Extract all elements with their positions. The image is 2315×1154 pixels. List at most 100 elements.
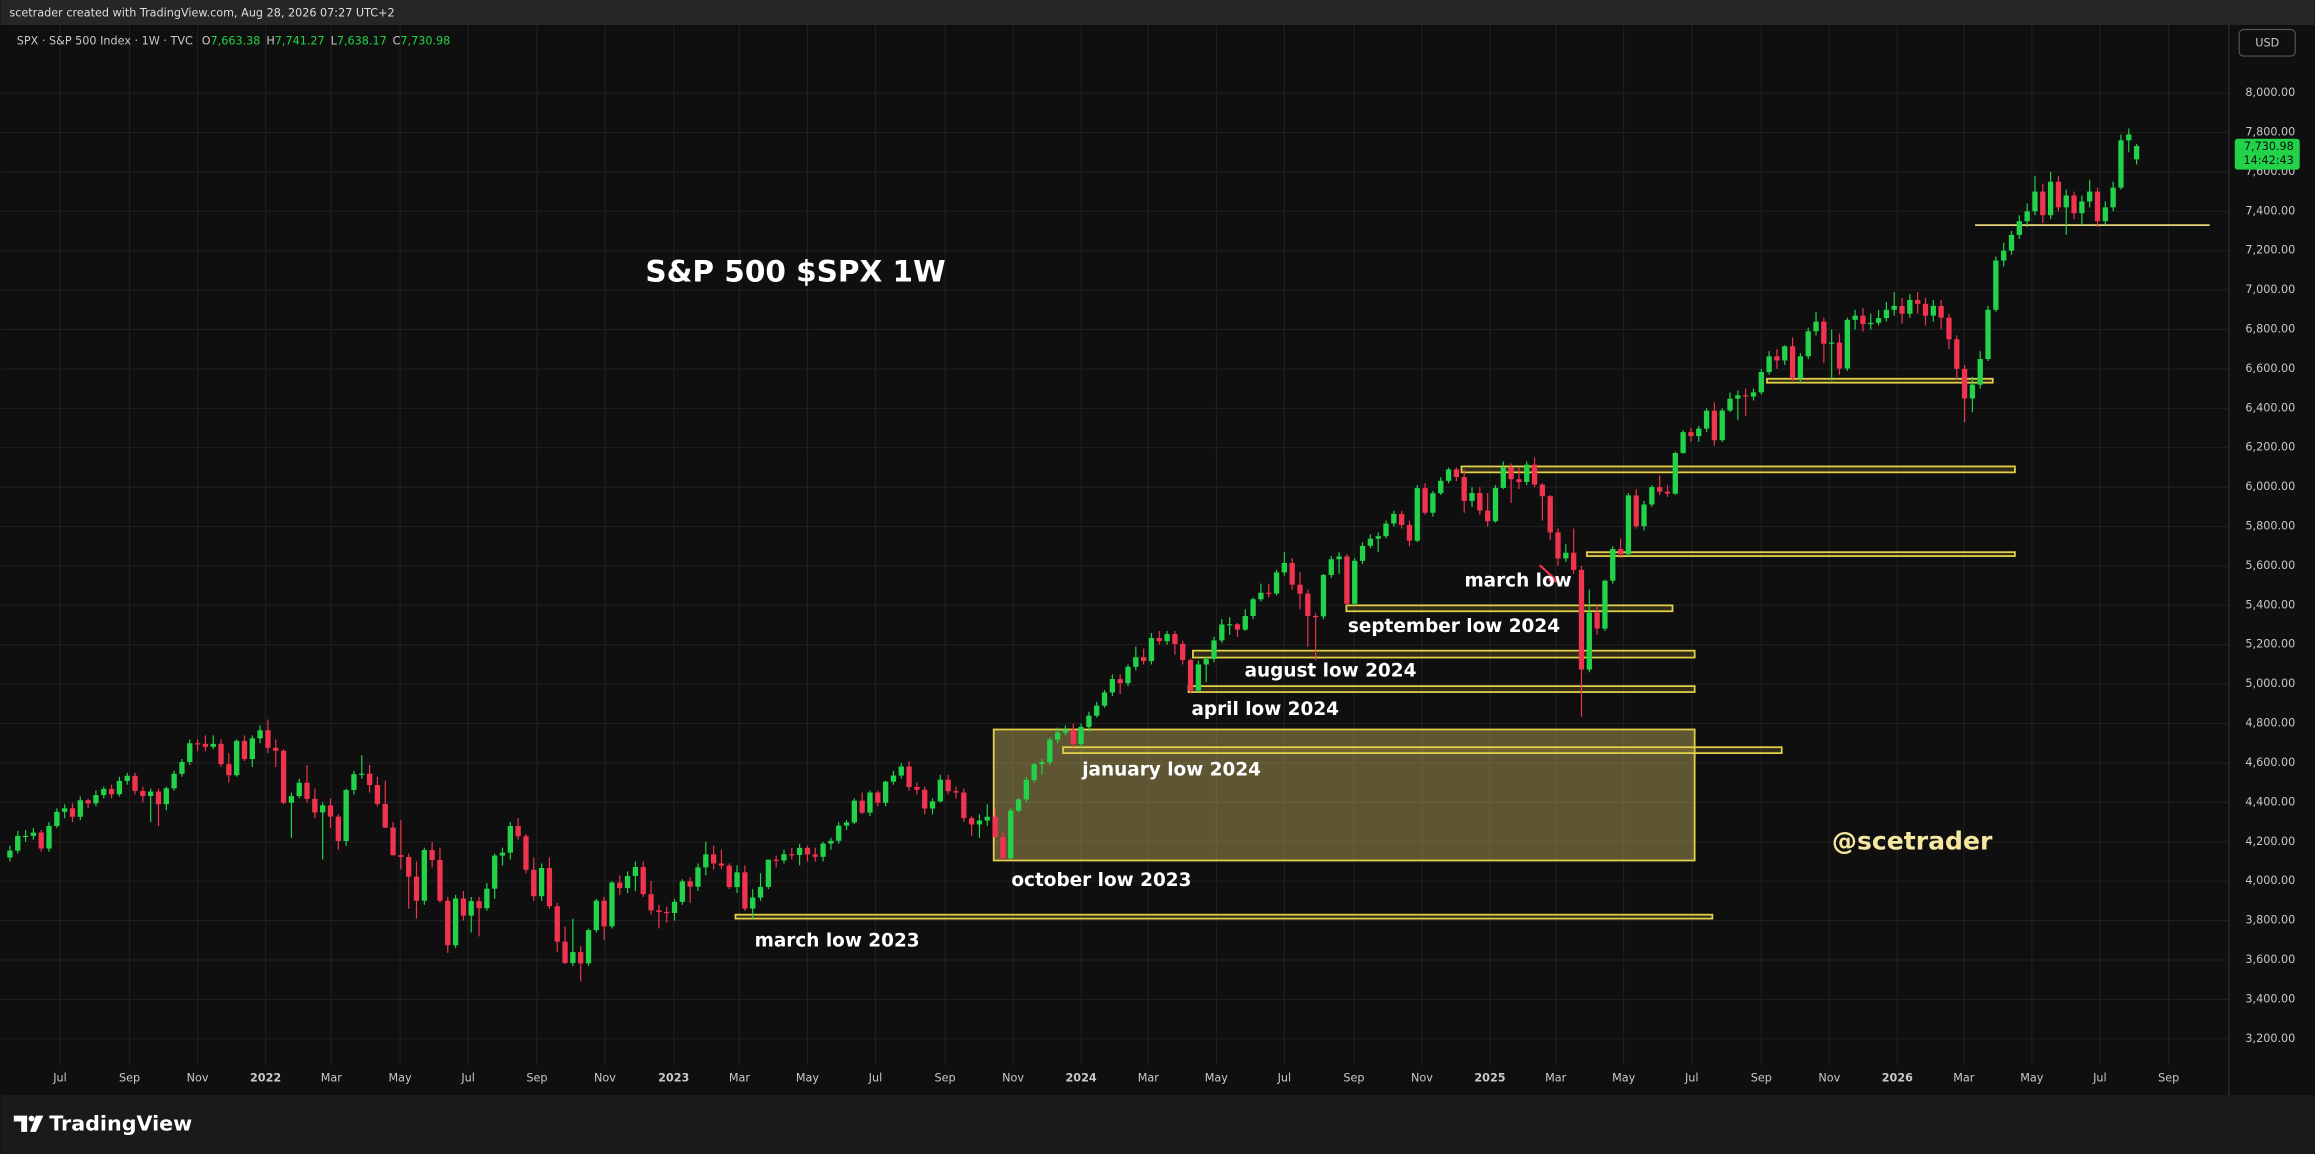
candle-body <box>1555 532 1561 559</box>
candle-body <box>1328 559 1334 576</box>
x-tick-label: Mar <box>321 1072 343 1085</box>
x-tick-label: May <box>1205 1072 1229 1085</box>
candle-body <box>1164 634 1170 642</box>
candle-body <box>421 850 427 901</box>
candle-body <box>1305 593 1311 616</box>
annotation-label: september low 2024 <box>1348 616 1560 637</box>
annotation-label: april low 2024 <box>1191 699 1339 720</box>
candle-body <box>320 805 326 813</box>
x-tick-label: Jul <box>1684 1072 1699 1085</box>
x-tick-label: Mar <box>1138 1072 1160 1085</box>
candle-body <box>7 850 13 858</box>
candle-body <box>429 850 435 860</box>
candle-body <box>1000 837 1006 859</box>
candle-body <box>671 901 678 913</box>
x-tick-label: Nov <box>1818 1072 1840 1085</box>
candle-body <box>961 792 967 819</box>
candle-body <box>976 820 983 825</box>
candle-body <box>1844 319 1850 369</box>
legend-value: 7,730.98 <box>400 34 450 47</box>
candle-body <box>2001 250 2007 261</box>
candle-body <box>1664 491 1671 494</box>
credit: scetrader created with TradingView.com, … <box>9 6 394 19</box>
zone <box>1187 685 1696 693</box>
candle-body <box>1946 317 1952 340</box>
candle-body <box>1047 739 1053 763</box>
candle-body <box>116 780 123 795</box>
candle-body <box>624 876 631 889</box>
candle-body <box>1610 548 1616 581</box>
arrow <box>1538 564 1559 583</box>
candle-body <box>1782 346 1788 361</box>
x-tick-label: Mar <box>1953 1072 1975 1085</box>
x-tick-label: May <box>1612 1072 1636 1085</box>
candle-body <box>1875 318 1882 323</box>
candle-body <box>1711 410 1718 441</box>
candle-body <box>54 811 60 827</box>
legend-key: H <box>266 34 274 47</box>
currency-button[interactable] <box>2238 28 2296 57</box>
candle-body <box>1703 410 1710 429</box>
candle-body <box>796 847 803 855</box>
candle-body <box>1766 356 1772 373</box>
candle-body <box>820 843 826 857</box>
candle-body <box>929 801 936 809</box>
candle-body <box>1938 305 1944 318</box>
y-tick-label: 6,400.00 <box>2245 401 2295 414</box>
zone <box>1766 377 1994 384</box>
candle-body <box>1054 732 1061 740</box>
candle-body <box>742 872 748 909</box>
zone <box>1345 604 1674 613</box>
legend-value: 7,741.27 <box>275 34 325 47</box>
candle-body <box>304 782 310 799</box>
candle-body <box>1477 493 1483 511</box>
y-tick-label: 5,800.00 <box>2245 520 2295 533</box>
candle-body <box>187 743 193 762</box>
candle-body <box>992 816 998 838</box>
y-tick-label: 8,000.00 <box>2245 86 2295 99</box>
candle-body <box>226 764 232 776</box>
zone <box>1062 746 1783 755</box>
candle-body <box>812 854 818 857</box>
candle-body <box>1445 469 1452 481</box>
y-tick-label: 4,800.00 <box>2245 717 2295 730</box>
candle-body <box>398 855 404 857</box>
candle-body <box>468 901 474 916</box>
candle-body <box>499 852 506 856</box>
candle-body <box>1461 477 1467 501</box>
candle-body <box>413 876 420 901</box>
candle-body <box>2008 234 2015 251</box>
y-tick-label: 4,200.00 <box>2245 835 2295 848</box>
candle-body <box>906 766 912 788</box>
candle-body <box>1696 428 1702 437</box>
candle-body <box>1672 453 1678 494</box>
candle-body <box>374 785 381 804</box>
arrow-head <box>1548 578 1558 583</box>
candle-body <box>1985 309 1991 360</box>
candle-body <box>648 894 654 911</box>
candle-body <box>1414 488 1420 541</box>
candle-body <box>280 750 287 803</box>
candle-body <box>1922 303 1929 316</box>
candle-body <box>2126 134 2132 141</box>
candle-body <box>1133 657 1139 667</box>
candle-body <box>968 818 975 825</box>
candle-body <box>773 859 779 861</box>
top-bar <box>0 0 2315 26</box>
candle-body <box>1578 569 1585 670</box>
annotation-label: january low 2024 <box>1081 759 1261 780</box>
legend-key: C <box>393 34 401 47</box>
candle-body <box>750 897 756 909</box>
candle-body <box>1383 523 1389 537</box>
candle-body <box>194 743 201 745</box>
y-tick-label: 6,000.00 <box>2245 480 2295 493</box>
currency[interactable]: USD <box>2255 37 2279 50</box>
candle-body <box>1508 467 1514 480</box>
x-tick-label: 2025 <box>1474 1072 1505 1085</box>
candle-body <box>2016 221 2022 235</box>
candle-body <box>179 761 185 774</box>
candle-body <box>1719 410 1725 441</box>
candle-body <box>22 835 29 838</box>
